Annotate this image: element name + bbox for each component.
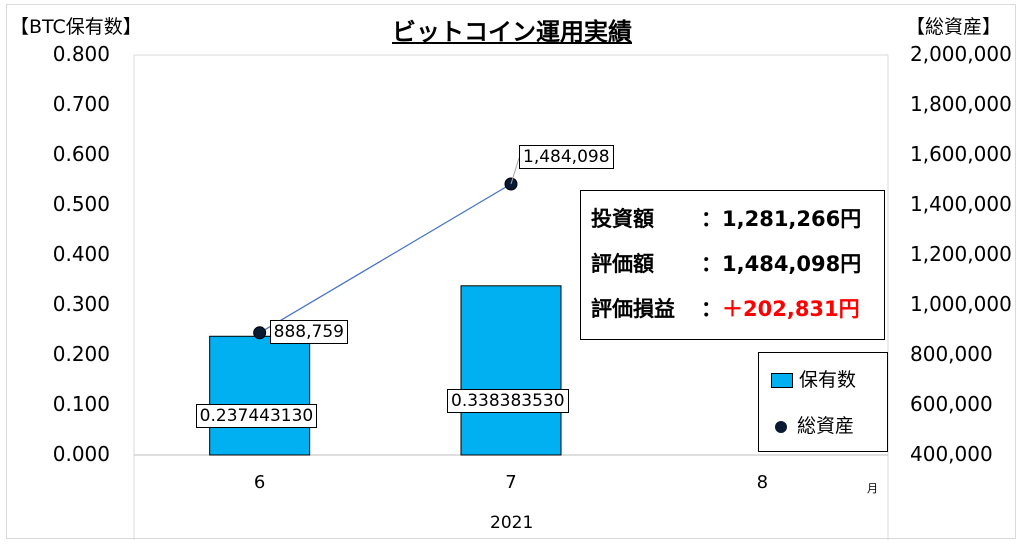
leader-line: [510, 157, 520, 185]
y-right-tick: 400,000: [910, 442, 993, 466]
legend-bar-label: 保有数: [799, 369, 857, 391]
chart-title: ビットコイン運用実績: [392, 18, 632, 46]
bar: [460, 285, 562, 456]
left-axis-title: 【BTC保有数】: [10, 16, 142, 38]
summary-valuation-value: ：1,484,098円: [701, 252, 862, 276]
summary-pnl-label: 評価損益: [591, 297, 675, 321]
bar-data-label: 0.338383530: [447, 388, 569, 413]
x-group-label: 2021: [490, 513, 534, 533]
line-data-label: 888,759: [269, 319, 348, 344]
x-tick: 6: [253, 472, 266, 493]
y-left-tick: 0.700: [52, 92, 110, 116]
summary-row-investment: 投資額 ：1,281,266円: [591, 203, 861, 233]
y-left-tick: 0.300: [52, 292, 110, 316]
y-right-tick: 1,600,000: [910, 142, 1012, 166]
summary-investment-label: 投資額: [591, 207, 654, 231]
legend-line-label: 総資産: [797, 415, 855, 437]
legend-bar-swatch: [771, 373, 793, 388]
y-right-tick: 2,000,000: [910, 42, 1012, 66]
summary-row-pnl: 評価損益 ：＋202,831円: [591, 293, 860, 323]
summary-valuation-label: 評価額: [591, 252, 654, 276]
legend-item-bar: 保有数: [771, 365, 856, 392]
x-unit-label: 月: [867, 482, 878, 495]
line-point: [253, 326, 267, 340]
y-left-tick: 0.600: [52, 142, 110, 166]
line-data-label: 1,484,098: [519, 144, 614, 169]
summary-row-valuation: 評価額 ：1,484,098円: [591, 248, 861, 278]
y-left-tick: 0.500: [52, 192, 110, 216]
y-right-tick: 600,000: [910, 392, 993, 416]
summary-box: 投資額 ：1,281,266円 評価額 ：1,484,098円 評価損益 ：＋202,…: [580, 190, 885, 340]
legend: 保有数 総資産: [758, 352, 888, 452]
y-left-tick: 0.100: [52, 392, 110, 416]
right-axis-title: 【総資産】: [906, 16, 1002, 38]
y-left-tick: 0.800: [52, 42, 110, 66]
y-left-tick: 0.400: [52, 242, 110, 266]
summary-pnl-colon: ：: [701, 297, 722, 321]
legend-item-line: 総資産: [771, 411, 854, 438]
bar-data-label: 0.237443130: [195, 404, 318, 429]
y-right-tick: 800,000: [910, 342, 993, 366]
summary-pnl-value: ＋202,831円: [722, 297, 860, 321]
line-series: [259, 183, 512, 334]
y-right-tick: 1,200,000: [910, 242, 1012, 266]
x-tick: 8: [756, 472, 769, 493]
y-left-tick: 0.200: [52, 342, 110, 366]
y-left-tick: 0.000: [52, 442, 110, 466]
bar: [209, 335, 311, 456]
x-tick: 7: [505, 472, 517, 493]
summary-investment-value: ：1,281,266円: [701, 207, 862, 231]
legend-line-marker: [775, 420, 787, 433]
y-right-tick: 1,000,000: [910, 292, 1012, 316]
y-right-tick: 1,400,000: [910, 192, 1012, 216]
y-right-tick: 1,800,000: [910, 92, 1012, 116]
